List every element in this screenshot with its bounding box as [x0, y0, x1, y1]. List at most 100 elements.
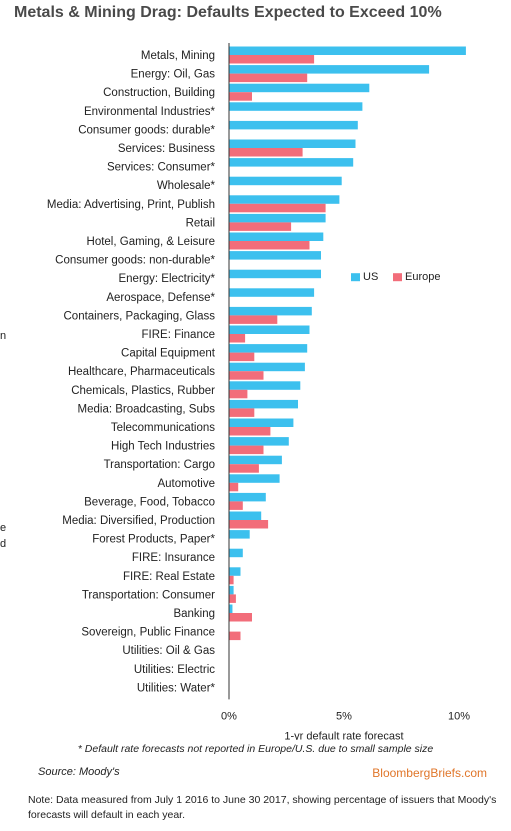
- bar-europe: [229, 408, 255, 417]
- bar-us: [229, 362, 305, 372]
- bar-us: [229, 381, 301, 390]
- x-tick-labels: 0% 5% 10%: [221, 710, 470, 722]
- bar-us: [229, 120, 358, 130]
- category-label: Beverage, Food, Tobacco: [84, 496, 215, 508]
- bar-us: [229, 46, 466, 55]
- bar-us: [229, 604, 233, 613]
- bar-europe: [229, 222, 292, 231]
- bar-us: [229, 232, 324, 241]
- bar-europe: [229, 445, 264, 455]
- category-label: Telecommunications: [111, 422, 215, 434]
- bar-us: [229, 548, 243, 558]
- bar-europe: [229, 594, 236, 603]
- bar-chart: Metals, Mining Energy: Oil, Gas Constructi…: [47, 43, 470, 740]
- bar-us: [229, 530, 250, 539]
- bar-europe: [229, 631, 241, 641]
- bar-europe: [229, 482, 239, 492]
- x-tick-label: 0%: [221, 710, 237, 722]
- edge-text-fragment: n: [0, 330, 7, 342]
- bar-us: [229, 139, 356, 148]
- bar-europe: [229, 501, 243, 510]
- brand-link[interactable]: BloombergBriefs.com: [372, 766, 487, 780]
- category-label: Construction, Building: [103, 87, 215, 99]
- bar-us: [229, 158, 354, 167]
- category-label: Forest Products, Paper*: [92, 534, 215, 546]
- bars-group: [229, 46, 466, 641]
- bar-europe: [229, 464, 259, 473]
- category-label: Capital Equipment: [121, 348, 216, 360]
- bar-europe: [229, 92, 252, 101]
- bar-us: [229, 83, 370, 93]
- bar-europe: [229, 55, 315, 64]
- category-label: Sovereign, Public Finance: [81, 627, 215, 639]
- category-label: Chemicals, Plastics, Rubber: [71, 385, 215, 397]
- bar-europe: [229, 389, 248, 399]
- bar-us: [229, 585, 234, 595]
- category-label: Transportation: Consumer: [82, 589, 215, 601]
- bar-us: [229, 567, 241, 576]
- bar-us: [229, 288, 315, 297]
- bar-europe: [229, 148, 303, 157]
- bar-us: [229, 102, 363, 111]
- bar-europe: [229, 427, 271, 436]
- source-label: Source: Moody's: [38, 766, 120, 778]
- bar-us: [229, 325, 310, 334]
- legend-us-label: US: [363, 271, 378, 283]
- category-label: Utilities: Oil & Gas: [122, 645, 215, 657]
- bar-us: [229, 269, 321, 279]
- bar-us: [229, 418, 294, 427]
- bar-europe: [229, 520, 269, 529]
- bar-us: [229, 176, 342, 186]
- category-label: Environmental Industries*: [84, 106, 216, 118]
- category-label: Utilities: Electric: [134, 664, 215, 676]
- bar-us: [229, 492, 266, 502]
- category-label: FIRE: Insurance: [132, 552, 215, 564]
- bar-us: [229, 437, 289, 446]
- category-labels: Metals, Mining Energy: Oil, Gas Constructi…: [47, 50, 216, 694]
- category-label: Services: Consumer*: [107, 162, 216, 174]
- bar-us: [229, 213, 326, 223]
- category-label: Automotive: [157, 478, 215, 490]
- legend: US Europe: [351, 271, 440, 283]
- category-label: Aerospace, Defense*: [106, 292, 215, 304]
- bar-us: [229, 474, 280, 483]
- category-label: Wholesale*: [157, 180, 216, 192]
- bar-europe: [229, 203, 326, 213]
- bar-europe: [229, 315, 278, 324]
- footnote: * Default rate forecasts not reported in…: [77, 743, 434, 755]
- edge-text-fragment: d: [0, 538, 7, 550]
- edge-text-fragment: e: [0, 522, 7, 534]
- bar-europe: [229, 371, 264, 380]
- category-label: FIRE: Real Estate: [123, 571, 215, 583]
- legend-europe-label: Europe: [405, 271, 440, 283]
- bar-us: [229, 306, 312, 316]
- category-label: Hotel, Gaming, & Leisure: [87, 236, 215, 248]
- category-label: Energy: Oil, Gas: [131, 69, 216, 81]
- category-label: Media: Broadcasting, Subs: [78, 403, 216, 415]
- legend-us-swatch: [351, 273, 360, 282]
- bar-europe: [229, 334, 246, 343]
- category-label: Metals, Mining: [141, 50, 215, 62]
- category-label: Utilities: Water*: [137, 682, 216, 694]
- category-label: Media: Diversified, Production: [62, 515, 215, 527]
- bar-europe: [229, 575, 234, 585]
- category-label: High Tech Industries: [111, 441, 215, 453]
- category-label: Banking: [173, 608, 215, 620]
- category-label: FIRE: Finance: [142, 329, 216, 341]
- category-label: Consumer goods: durable*: [78, 124, 215, 136]
- bar-europe: [229, 352, 255, 362]
- category-label: Media: Advertising, Print, Publish: [47, 199, 215, 211]
- bar-us: [229, 455, 282, 465]
- data-note: Note: Data measured from July 1 2016 to …: [28, 794, 497, 821]
- x-tick-label: 5%: [336, 710, 352, 722]
- bar-us: [229, 511, 262, 520]
- x-tick-label: 10%: [448, 710, 470, 722]
- bar-us: [229, 65, 430, 74]
- category-label: Retail: [186, 217, 215, 229]
- bar-us: [229, 195, 340, 204]
- bar-us: [229, 251, 321, 260]
- category-label: Consumer goods: non-durable*: [55, 255, 215, 267]
- bar-europe: [229, 241, 310, 250]
- chart-title: Metals & Mining Drag: Defaults Expected …: [14, 4, 442, 21]
- legend-europe-swatch: [393, 273, 402, 282]
